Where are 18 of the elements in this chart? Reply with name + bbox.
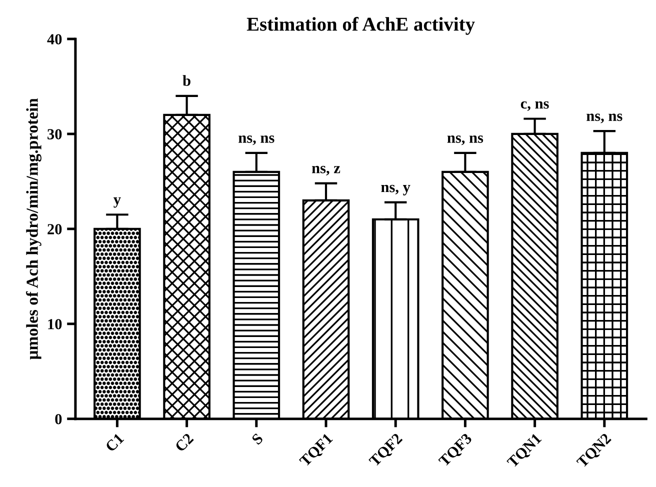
y-tick-label: 10	[48, 318, 62, 330]
x-tick-label: C2	[174, 432, 194, 452]
y-tick-label: 40	[47, 34, 62, 44]
annotation: ns, ns	[447, 136, 484, 146]
y-tick-label: 30	[48, 129, 62, 140]
annotation: ns, ns	[586, 114, 622, 124]
chart-title: Estimation of AchE activity	[246, 16, 475, 35]
y-tick-label: 0	[55, 414, 62, 424]
annotation: b	[182, 75, 190, 86]
annotation: y	[114, 197, 121, 208]
x-tick-label: S	[251, 432, 264, 446]
annotation: ns, ns	[238, 136, 274, 146]
annotation: ns, y	[381, 184, 410, 196]
y-tick-label: 20	[48, 224, 62, 234]
annotation: ns, z	[312, 166, 340, 176]
annotation: c, ns	[520, 101, 549, 111]
y-axis-title: μmoles of Ach hydro/min/mg.protein	[26, 98, 42, 360]
x-tick-label: C1	[104, 432, 124, 452]
